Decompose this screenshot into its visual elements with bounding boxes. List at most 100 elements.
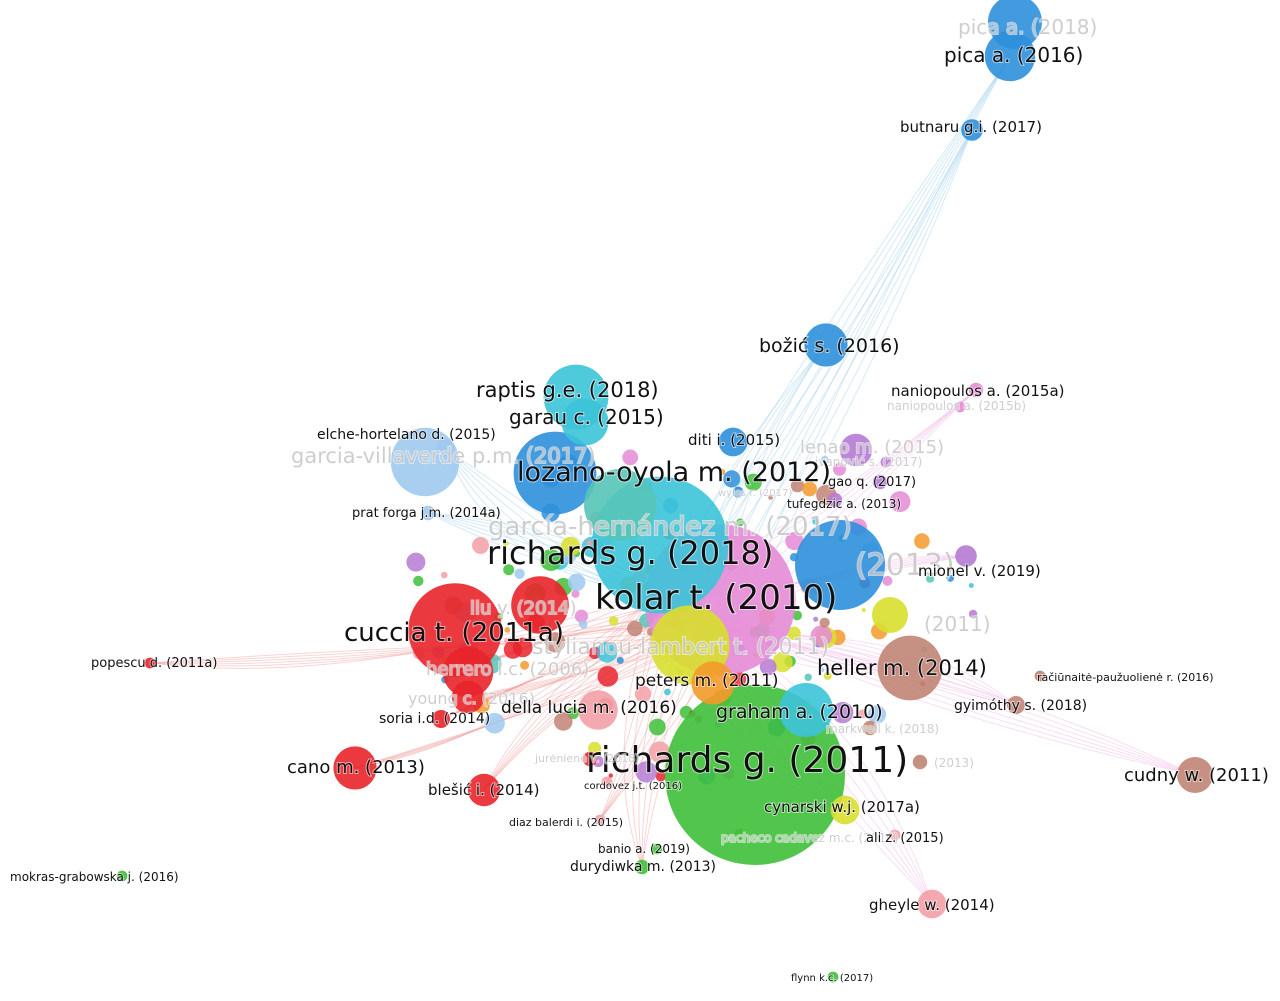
node-label-peters-2011[interactable]: peters m. (2011) [634,670,780,692]
node-label-faded-2013[interactable]: (2013) [933,755,975,771]
node-gheyle-2014[interactable] [917,889,947,919]
node-butnaru-2017[interactable] [961,119,983,141]
node-label-cordovez-2016[interactable]: cordovez j.t. (2016) [583,780,683,793]
node-lozano-2012[interactable] [513,431,597,515]
node-popescu-2011a[interactable] [144,657,156,669]
node-label-pica-a-2016[interactable]: pica a. (2016) [943,42,1084,68]
node-label-cano-2013[interactable]: cano m. (2013) [286,756,426,779]
node-pica-a-2016[interactable] [984,30,1036,82]
node-label-richards-2018[interactable]: richards g. (2018) [486,533,774,573]
node-pacheco-2016[interactable] [734,828,746,840]
node-banio-2019[interactable] [651,843,663,855]
node-label-durydiwka-2013[interactable]: durydiwka m. (2013) [569,858,717,876]
node-flynn-2017[interactable] [827,971,839,983]
node-elche-2015[interactable] [436,439,454,457]
node-label-young-2016[interactable]: young c. (2016) [407,688,536,709]
node-faded-2011[interactable] [872,597,908,633]
node-label-heller-2014[interactable]: heller m. (2014) [816,655,988,681]
node-naniopoulos-2015a[interactable] [968,382,984,398]
node-label-gyimothy-2018[interactable]: gyimóthy s. (2018) [953,697,1088,715]
node-label-blue-big-2013[interactable]: (2013) [854,547,956,584]
node-soria-2014[interactable] [432,710,450,728]
node-label-butnaru-2017[interactable]: butnaru g.i. (2017) [899,117,1043,137]
node-label-bozic-2016[interactable]: božić s. (2016) [758,334,901,358]
node-label-graham-2010[interactable]: graham a. (2010) [715,700,884,724]
node-label-della-lucia-2016[interactable]: della lucia m. (2016) [500,697,678,719]
node-tufegdzic-2013[interactable] [827,492,843,508]
node-label-naniopoulos-2015b[interactable]: naniopoulos a. (2015b) [886,398,1027,414]
node-juneniene-2018[interactable] [582,751,598,767]
node-della-lucia-2016[interactable] [578,690,618,730]
node-ivanovic-2017[interactable] [880,456,892,468]
node-label-diaz-balerdi-2015[interactable]: diaz balerdi i. (2015) [508,815,624,830]
node-label-prat-2014a[interactable]: prat forga j.m. (2014a) [351,505,502,522]
node-label-ali-2015[interactable]: ali z. (2015) [865,830,945,847]
node-label-naniopoulos-2015a[interactable]: naniopoulos a. (2015a) [890,381,1065,401]
node-label-elche-2015[interactable]: elche-hortelano d. (2015) [316,426,497,444]
node-label-flynn-2017[interactable]: flynn k.c. (2017) [790,972,874,985]
node-garau-2015[interactable] [561,398,609,446]
node-mokras-2016[interactable] [116,870,128,882]
node-label-ivanovic-2017[interactable]: ivanović s. (2017) [814,454,923,470]
node-gyimothy-2018[interactable] [1007,696,1025,714]
node-mionel-2019[interactable] [955,545,977,567]
node-label-cuccia-2011a[interactable]: cuccia t. (2011a) [343,617,565,649]
node-lenao-2015[interactable] [839,433,873,467]
node-blue-big-2013[interactable] [795,520,885,610]
node-label-wyles-2017[interactable]: wyles r. (2017) [717,487,793,500]
node-label-kolar-2010[interactable]: kolar t. (2010) [594,577,838,619]
node-label-stylianou-2011[interactable]: stylianou-lambert t. (2011) [531,634,830,661]
node-raciunaite-2016[interactable] [1034,670,1046,682]
node-label-popescu-2011a[interactable]: popescu d. (2011a) [90,655,218,672]
node-cordovez-2016[interactable] [601,776,613,788]
node-label-lenao-2015[interactable]: lenao m. (2015) [799,436,945,459]
node-prat-2014a[interactable] [420,505,436,521]
node-label-garcia-villaverde[interactable]: garcia-villaverde p.m. (2017) [290,443,597,469]
node-garcia-hernandez[interactable] [584,469,656,541]
node-label-cynarski-2017a[interactable]: cynarski w.j. (2017a) [763,797,921,817]
node-diti-2015[interactable] [718,427,748,457]
node-label-herrero-2006[interactable]: herrero l.c. (2006) [425,658,590,681]
node-peters-2011[interactable] [691,661,735,705]
node-naniopoulos-2015b[interactable] [954,401,966,413]
node-label-tufegdzic-2013[interactable]: tufegdzic a. (2013) [786,496,902,512]
node-cudny-2011[interactable] [1177,757,1213,793]
node-label-garau-2015[interactable]: garau c. (2015) [508,404,665,430]
node-label-garcia-hernandez[interactable]: garcía-hernández m. (2017) [487,511,853,543]
node-label-raptis-2018[interactable]: raptis g.e. (2018) [475,377,660,403]
node-young-2016[interactable] [451,680,485,714]
node-liu-2014[interactable] [511,576,569,634]
node-label-lozano-2012[interactable]: lozano-oyola m. (2012) [516,456,832,489]
node-cynarski-2017a[interactable] [830,795,860,825]
node-faded-2013[interactable] [912,754,928,770]
node-label-diti-2015[interactable]: diti i. (2015) [687,430,781,450]
node-gao-2017[interactable] [872,474,888,490]
node-label-mokras-2016[interactable]: mokras-grabowska j. (2016) [9,869,180,885]
node-label-cudny-2011[interactable]: cudny w. (2011) [1123,764,1270,787]
node-label-gao-2017[interactable]: gao q. (2017) [827,474,917,491]
node-label-pica-a-2018[interactable]: pica a. (2018) [957,14,1098,40]
node-label-faded-2011[interactable]: (2011) [923,611,992,637]
node-label-soria-2014[interactable]: soria i.d. (2014) [378,710,491,728]
node-label-raciunaite-2016[interactable]: račiūnaitė-paužuolienė r. (2016) [1036,670,1215,685]
node-cano-2013[interactable] [333,746,377,790]
node-label-liu-2014[interactable]: liu y. (2014) [469,597,578,620]
node-durydiwka-2013[interactable] [634,859,650,875]
node-diaz-balerdi-2015[interactable] [594,814,606,826]
node-label-markwell-2018[interactable]: markwell k. (2018) [825,721,940,737]
node-label-gheyle-2014[interactable]: gheyle w. (2014) [868,895,996,915]
node-herrero-2006[interactable] [442,646,494,698]
node-ali-2015[interactable] [889,829,901,841]
node-label-juneniene-2018[interactable]: jurėnienė v. (2018) [533,751,641,766]
node-label-blesic-2014[interactable]: blešić i. (2014) [427,780,541,800]
node-heller-2014[interactable] [877,635,943,701]
node-label-banio-2019[interactable]: banio a. (2019) [597,841,691,857]
node-wyles-2017[interactable] [732,486,744,498]
node-label-richards-2011[interactable]: richards g. (2011) [585,739,909,782]
node-label-pacheco-2016[interactable]: pacheco cadavez m.c. (2016) [720,830,899,846]
node-blesic-2014[interactable] [467,773,501,807]
node-bozic-2016[interactable] [804,323,848,367]
node-graham-2010[interactable] [779,683,833,737]
node-label-mionel-2019[interactable]: mionel v. (2019) [917,561,1042,581]
node-markwell-2018[interactable] [862,720,878,736]
